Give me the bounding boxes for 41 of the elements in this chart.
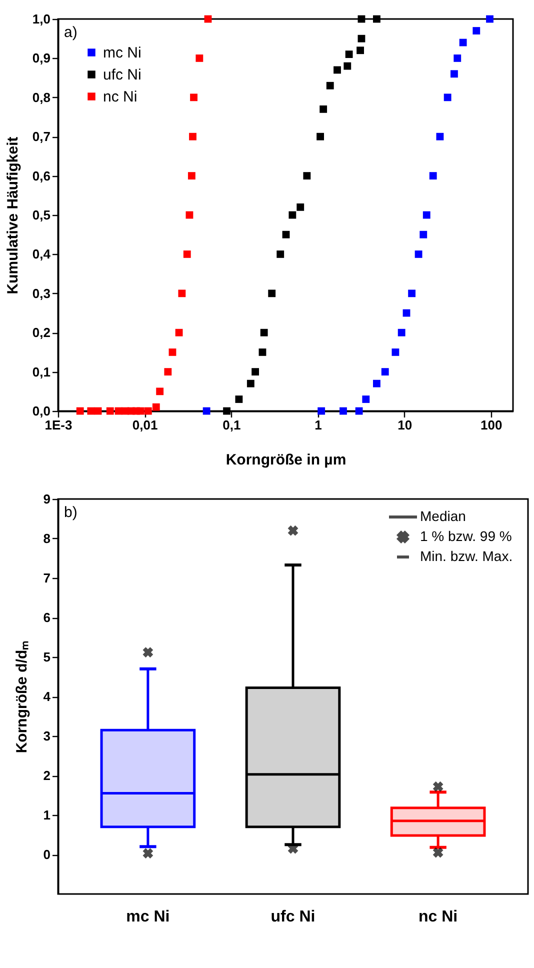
y-axis-title: Kumulative Häufigkeit <box>4 136 22 294</box>
annotation: a) <box>64 24 78 41</box>
x-tick-label: 1E-3 <box>44 418 72 432</box>
y-tick-label: 0,1 <box>32 364 50 380</box>
y-tick-label: 0,3 <box>32 286 50 301</box>
y-tick-label: 0,7 <box>32 129 50 144</box>
x-tick-label: 10 <box>398 418 412 432</box>
y-tick-label: 0,6 <box>32 168 50 184</box>
y-tick-label: 5 <box>43 650 50 664</box>
y-tick-label: 0,9 <box>32 50 50 66</box>
y-tick-label: 0,8 <box>32 90 50 105</box>
y-tick-label: 0,0 <box>32 404 50 418</box>
y-tick-label: 1 <box>43 808 50 822</box>
y-tick-label: 8 <box>43 531 50 546</box>
y-tick-label: 0 <box>43 847 50 862</box>
y-tick-label: 0,5 <box>32 208 50 222</box>
x-tick-label: 0,1 <box>222 418 241 432</box>
x-tick-label: nc Ni <box>418 908 458 926</box>
annotation: 1 % bzw. 99 % <box>420 528 512 544</box>
y-tick-label: 2 <box>43 768 50 783</box>
y-tick-label: 3 <box>43 728 50 744</box>
y-tick-label: 4 <box>43 689 52 704</box>
y-tick-label: 1,0 <box>32 12 50 26</box>
x-tick-label: 100 <box>480 418 502 432</box>
legend-label: ufc Ni <box>103 66 142 84</box>
y-axis-title: Korngröße d/dₘ <box>13 640 30 754</box>
y-tick-label: 7 <box>43 570 50 586</box>
x-tick-label: mc Ni <box>126 908 170 926</box>
annotation: b) <box>64 504 78 521</box>
y-tick-label: 0,2 <box>32 325 50 340</box>
legend-label: mc Ni <box>103 44 142 62</box>
annotation: Median <box>420 508 466 524</box>
x-tick-label: 0,01 <box>132 418 158 432</box>
x-tick-label: 1 <box>314 418 322 432</box>
y-tick-label: 9 <box>43 492 50 506</box>
legend-label: nc Ni <box>103 88 138 106</box>
x-axis-title: Korngröße in µm <box>226 452 346 468</box>
y-tick-label: 0,4 <box>32 246 52 262</box>
y-tick-label: 6 <box>43 610 50 625</box>
annotation: Min. bzw. Max. <box>420 548 513 564</box>
x-tick-label: ufc Ni <box>270 908 316 926</box>
